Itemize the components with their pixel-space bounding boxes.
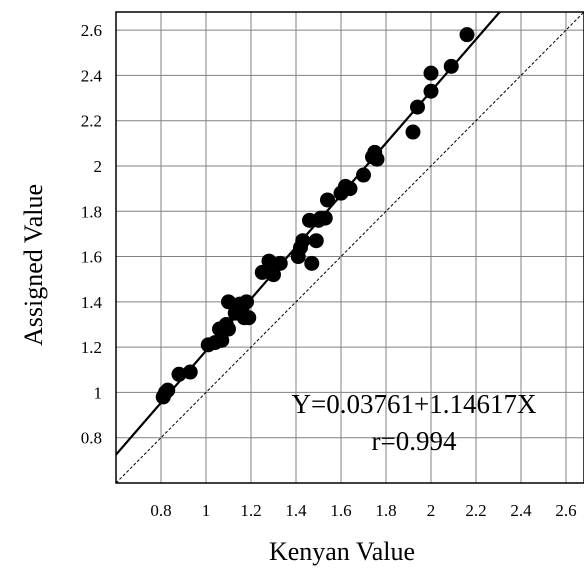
annotation-r: r=0.994 bbox=[372, 426, 457, 456]
tick-labels: 0.8 1 1.2 1.4 1.6 1.8 2 2.2 2.4 2.6 0.8 1 1.2 1.4 1.6 1… bbox=[81, 21, 577, 520]
y-tick-label: 2 bbox=[94, 157, 103, 176]
x-tick-label: 2.2 bbox=[465, 501, 486, 520]
data-point bbox=[423, 83, 439, 99]
data-point bbox=[266, 267, 281, 283]
x-tick-label: 2 bbox=[427, 501, 436, 520]
data-point bbox=[254, 264, 270, 280]
x-tick-label: 2.6 bbox=[555, 501, 576, 520]
data-point bbox=[423, 65, 439, 81]
x-tick-label: 1.2 bbox=[240, 501, 261, 520]
x-tick-label: 2.4 bbox=[510, 501, 532, 520]
y-tick-label: 1.6 bbox=[81, 248, 102, 267]
x-tick-label: 1 bbox=[202, 501, 211, 520]
data-point bbox=[308, 233, 324, 249]
data-point bbox=[221, 321, 236, 337]
data-point bbox=[369, 151, 385, 167]
data-point bbox=[410, 99, 425, 115]
data-point bbox=[261, 253, 277, 269]
data-points bbox=[155, 27, 475, 405]
data-point bbox=[160, 382, 176, 398]
y-tick-label: 2.4 bbox=[81, 66, 103, 85]
x-tick-label: 1.8 bbox=[375, 501, 396, 520]
data-point bbox=[320, 192, 335, 208]
data-point bbox=[405, 124, 421, 140]
y-tick-label: 1.8 bbox=[81, 202, 102, 221]
identity-line bbox=[116, 12, 584, 483]
data-point bbox=[443, 58, 459, 74]
y-axis-title: Assigned Value bbox=[19, 184, 48, 346]
plot-area bbox=[115, 11, 584, 484]
y-tick-label: 1.2 bbox=[81, 338, 102, 357]
data-point bbox=[214, 332, 230, 348]
regression-line bbox=[116, 12, 502, 456]
x-tick-label: 1.6 bbox=[330, 501, 351, 520]
data-point bbox=[171, 366, 187, 382]
data-point bbox=[459, 27, 475, 43]
y-tick-label: 0.8 bbox=[81, 429, 102, 448]
data-point bbox=[295, 233, 311, 249]
data-point bbox=[241, 310, 257, 326]
y-tick-label: 1 bbox=[94, 383, 103, 402]
y-tick-label: 1.4 bbox=[81, 293, 103, 312]
x-axis-title: Kenyan Value bbox=[269, 537, 415, 566]
y-tick-label: 2.2 bbox=[81, 112, 102, 131]
data-point bbox=[239, 294, 254, 310]
grid bbox=[116, 12, 584, 483]
data-point bbox=[182, 364, 198, 380]
data-point bbox=[356, 167, 371, 183]
annotation-equation: Y=0.03761+1.14617X bbox=[292, 389, 537, 419]
x-tick-label: 1.4 bbox=[285, 501, 307, 520]
data-point bbox=[272, 255, 288, 271]
data-point bbox=[317, 210, 333, 226]
data-point bbox=[342, 181, 358, 197]
y-tick-label: 2.6 bbox=[81, 21, 102, 40]
x-tick-label: 0.8 bbox=[150, 501, 171, 520]
data-point bbox=[304, 255, 320, 271]
data-point bbox=[221, 294, 236, 310]
